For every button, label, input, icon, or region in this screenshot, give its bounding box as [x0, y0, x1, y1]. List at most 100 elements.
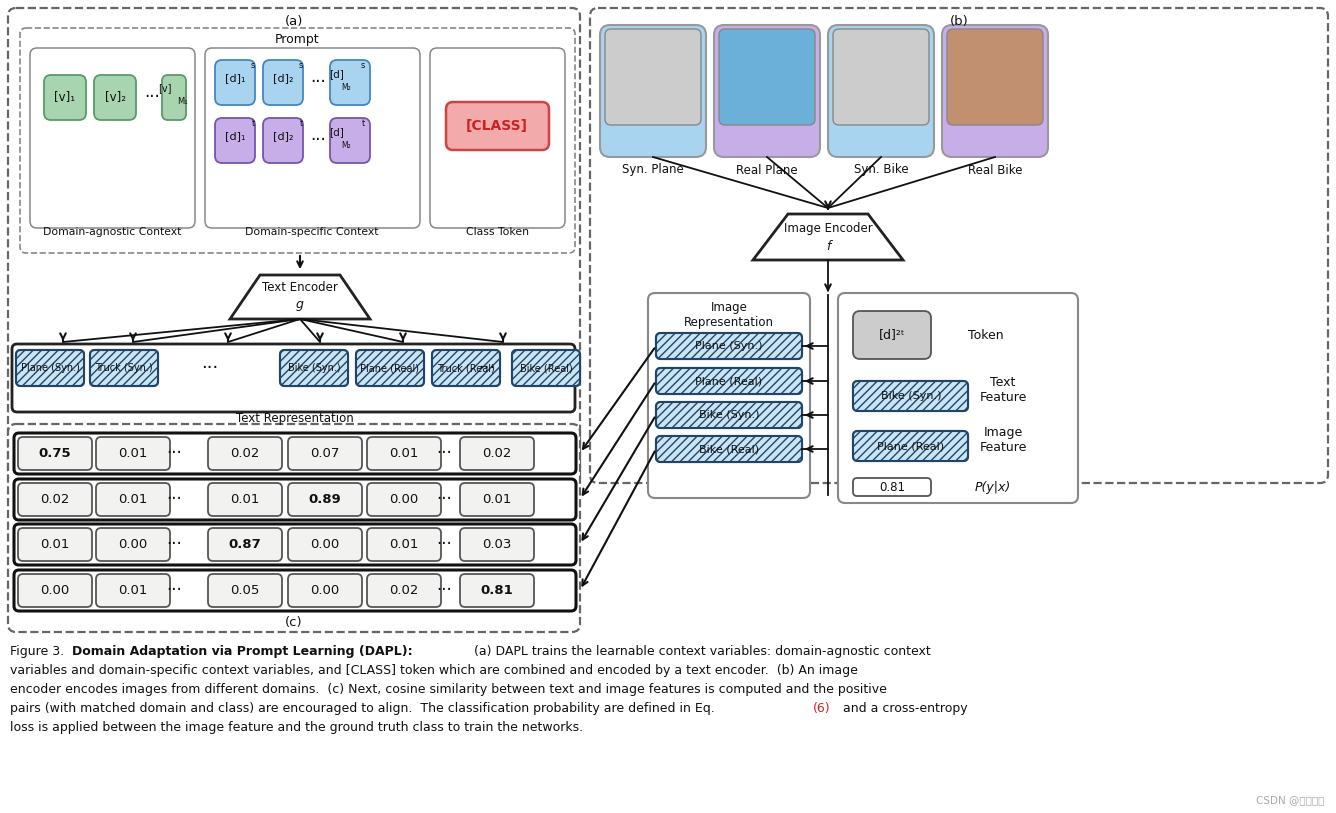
Text: ···: ···: [436, 535, 452, 553]
Text: (c): (c): [285, 615, 303, 628]
Text: 0.01: 0.01: [389, 537, 418, 550]
FancyBboxPatch shape: [289, 483, 362, 516]
Polygon shape: [754, 214, 903, 260]
FancyBboxPatch shape: [852, 381, 969, 411]
Text: 0.00: 0.00: [40, 584, 69, 597]
FancyBboxPatch shape: [289, 437, 362, 470]
FancyBboxPatch shape: [13, 524, 576, 565]
Text: t: t: [251, 119, 255, 128]
Text: g: g: [297, 298, 303, 311]
Text: 0.01: 0.01: [389, 446, 418, 459]
Text: Image
Representation: Image Representation: [684, 301, 774, 329]
Text: Bike (Syn.): Bike (Syn.): [287, 363, 341, 373]
Text: (6): (6): [814, 702, 831, 715]
Text: t: t: [361, 119, 365, 128]
Text: Plane (Real): Plane (Real): [361, 363, 420, 373]
Text: ···: ···: [310, 131, 326, 149]
FancyBboxPatch shape: [834, 29, 929, 125]
FancyBboxPatch shape: [460, 574, 534, 607]
Text: (b): (b): [950, 15, 969, 28]
Text: 0.02: 0.02: [230, 446, 259, 459]
FancyBboxPatch shape: [330, 118, 370, 163]
FancyBboxPatch shape: [16, 350, 84, 386]
Text: ···: ···: [166, 444, 182, 462]
Text: ···: ···: [436, 581, 452, 599]
Text: [d]: [d]: [330, 127, 345, 137]
FancyBboxPatch shape: [17, 437, 92, 470]
Text: Plane (Syn.): Plane (Syn.): [20, 363, 79, 373]
Text: Real Plane: Real Plane: [736, 163, 798, 176]
FancyBboxPatch shape: [281, 350, 347, 386]
FancyBboxPatch shape: [460, 437, 534, 470]
FancyBboxPatch shape: [367, 437, 441, 470]
Text: Text
Feature: Text Feature: [979, 376, 1026, 404]
FancyBboxPatch shape: [446, 102, 549, 150]
FancyBboxPatch shape: [828, 25, 934, 157]
FancyBboxPatch shape: [13, 479, 576, 520]
Text: Plane (Real): Plane (Real): [878, 441, 945, 451]
FancyBboxPatch shape: [96, 528, 170, 561]
Text: [d]²ᵗ: [d]²ᵗ: [879, 328, 906, 341]
FancyBboxPatch shape: [13, 570, 576, 611]
FancyBboxPatch shape: [656, 368, 802, 394]
Text: Prompt: Prompt: [275, 33, 319, 46]
FancyBboxPatch shape: [656, 368, 802, 394]
FancyBboxPatch shape: [8, 8, 580, 483]
Text: 0.01: 0.01: [119, 584, 148, 597]
FancyBboxPatch shape: [289, 528, 362, 561]
Text: ···: ···: [166, 581, 182, 599]
Text: Syn. Bike: Syn. Bike: [854, 163, 908, 176]
FancyBboxPatch shape: [44, 75, 86, 120]
FancyBboxPatch shape: [281, 350, 347, 386]
Text: Image
Feature: Image Feature: [979, 426, 1026, 454]
Text: ···: ···: [202, 359, 219, 377]
FancyBboxPatch shape: [430, 48, 565, 228]
FancyBboxPatch shape: [942, 25, 1047, 157]
Text: 0.00: 0.00: [310, 537, 339, 550]
FancyBboxPatch shape: [90, 350, 158, 386]
Text: 0.01: 0.01: [230, 493, 259, 506]
Text: 0.87: 0.87: [228, 537, 262, 550]
Text: Bike (Syn.): Bike (Syn.): [699, 410, 759, 420]
Text: t: t: [299, 119, 303, 128]
Text: 0.01: 0.01: [482, 493, 512, 506]
FancyBboxPatch shape: [263, 60, 303, 105]
FancyBboxPatch shape: [96, 483, 170, 516]
Text: Plane (Syn.): Plane (Syn.): [695, 341, 763, 351]
FancyBboxPatch shape: [605, 29, 701, 125]
FancyBboxPatch shape: [16, 350, 84, 386]
FancyBboxPatch shape: [656, 402, 802, 428]
Text: ···: ···: [478, 359, 496, 377]
Text: 0.02: 0.02: [40, 493, 69, 506]
FancyBboxPatch shape: [656, 436, 802, 462]
FancyBboxPatch shape: [656, 402, 802, 428]
FancyBboxPatch shape: [432, 350, 500, 386]
Text: 0.75: 0.75: [39, 446, 71, 459]
Text: ···: ···: [310, 73, 326, 91]
FancyBboxPatch shape: [330, 60, 370, 105]
FancyBboxPatch shape: [367, 483, 441, 516]
Text: 0.00: 0.00: [389, 493, 418, 506]
Text: Plane (Real): Plane (Real): [696, 376, 763, 386]
Text: 0.81: 0.81: [481, 584, 513, 597]
FancyBboxPatch shape: [13, 433, 576, 474]
FancyBboxPatch shape: [215, 60, 255, 105]
FancyBboxPatch shape: [852, 431, 969, 461]
Text: 0.07: 0.07: [310, 446, 339, 459]
Text: [v]: [v]: [158, 83, 172, 93]
Text: encoder encodes images from different domains.  (c) Next, cosine similarity betw: encoder encodes images from different do…: [9, 683, 887, 696]
FancyBboxPatch shape: [215, 118, 255, 163]
Text: ···: ···: [166, 490, 182, 508]
FancyBboxPatch shape: [656, 436, 802, 462]
FancyBboxPatch shape: [713, 25, 820, 157]
Text: 0.02: 0.02: [389, 584, 418, 597]
FancyBboxPatch shape: [947, 29, 1043, 125]
Text: P(y|x): P(y|x): [975, 480, 1011, 493]
Text: and a cross-entropy: and a cross-entropy: [839, 702, 967, 715]
Text: 0.00: 0.00: [310, 584, 339, 597]
FancyBboxPatch shape: [90, 350, 158, 386]
Text: 0.00: 0.00: [119, 537, 147, 550]
Text: Bike (Real): Bike (Real): [699, 444, 759, 454]
FancyBboxPatch shape: [355, 350, 424, 386]
FancyBboxPatch shape: [263, 118, 303, 163]
